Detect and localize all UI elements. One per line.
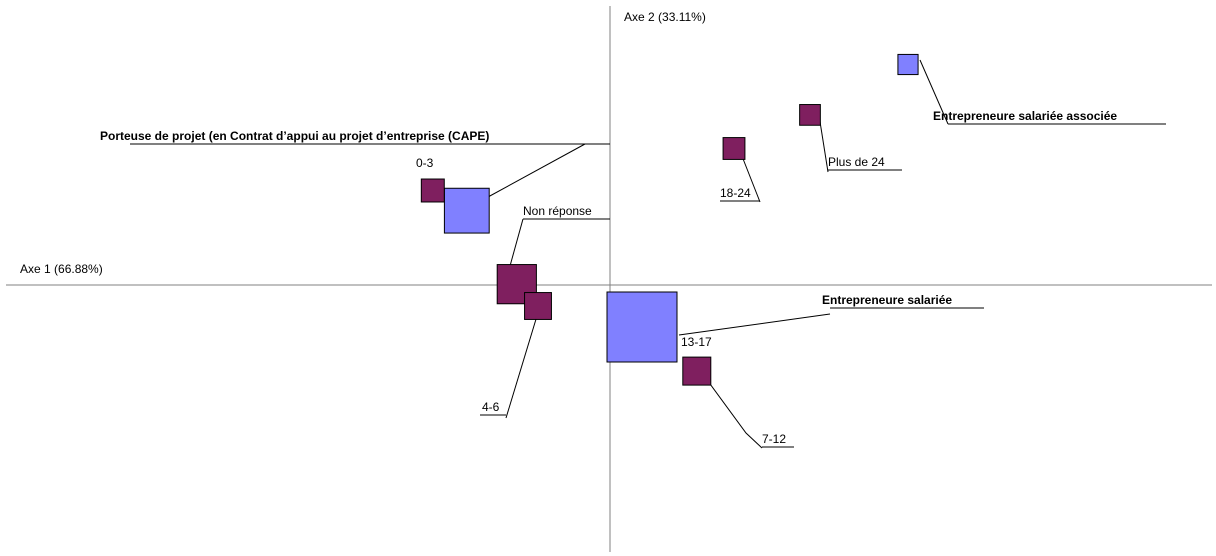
marker-0-3 bbox=[420, 178, 445, 203]
label-13-17: 13-17 bbox=[681, 335, 712, 349]
marker-entrepreneure-salariee-associee bbox=[897, 53, 919, 76]
label-7-12: 7-12 bbox=[762, 432, 786, 446]
leader-line-porteuse-de-projet-en-contrat-d-appui-au-projet-d-entreprise-cape bbox=[487, 143, 586, 198]
leader-line-entrepreneure-salariee-associee bbox=[919, 59, 949, 125]
marker-7-12 bbox=[682, 356, 712, 386]
x-axis-label: Axe 1 (66.88%) bbox=[20, 262, 103, 276]
label-entrepreneure-salariee-associee: Entrepreneure salariée associée bbox=[933, 109, 1117, 123]
marker-porteuse-de-projet-en-contrat-d-appui-au-projet-d-entreprise-cape bbox=[443, 187, 490, 234]
label-18-24: 18-24 bbox=[720, 186, 751, 200]
point-markers bbox=[420, 53, 919, 386]
label-0-3: 0-3 bbox=[416, 156, 434, 170]
marker-4-6 bbox=[524, 292, 552, 320]
leader-line-non-reponse bbox=[509, 218, 524, 267]
leader-line-4-6 bbox=[505, 305, 541, 419]
label-4-6: 4-6 bbox=[482, 400, 500, 414]
point-labels: Entrepreneure salariée associée Porteuse … bbox=[100, 109, 1117, 446]
label-entrepreneure-salariee: Entrepreneure salariée bbox=[822, 293, 952, 307]
marker-18-24 bbox=[722, 137, 746, 160]
leader-line-entrepreneure-salariee bbox=[678, 313, 831, 336]
marker-entrepreneure-salariee bbox=[606, 291, 678, 363]
label-plus-de-24: Plus de 24 bbox=[828, 155, 885, 169]
leader-line-7-12 bbox=[701, 372, 763, 449]
y-axis-label: Axe 2 (33.11%) bbox=[624, 10, 706, 24]
marker-plus-de-24 bbox=[799, 104, 821, 126]
label-porteuse-de-projet-en-contrat-d-appui-au-projet-d-entreprise-cape: Porteuse de projet (en Contrat d’appui a… bbox=[100, 129, 489, 143]
label-non-reponse: Non réponse bbox=[523, 204, 592, 218]
